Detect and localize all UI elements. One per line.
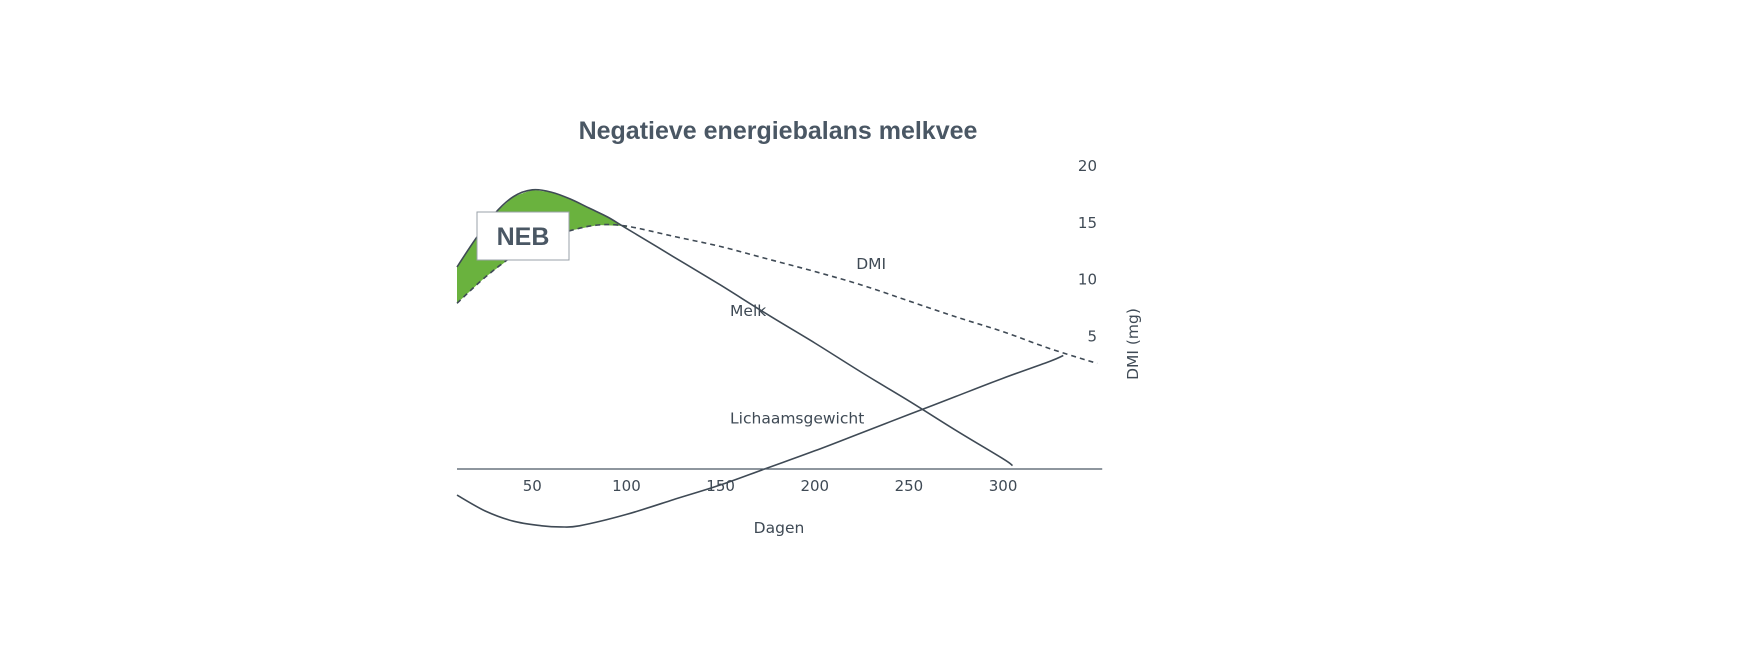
- y-tick-label: 10: [1078, 271, 1097, 289]
- series-label: Melk: [730, 302, 766, 320]
- series-label: DMI: [856, 255, 886, 273]
- x-tick-label: 50: [523, 477, 542, 495]
- neb-label-box: NEB: [476, 211, 570, 261]
- series-line-dmi: [456, 223, 1098, 365]
- chart-title: Negatieve energiebalans melkvee: [579, 117, 978, 145]
- series-line-melk: [456, 188, 1013, 467]
- x-axis-label: Dagen: [754, 519, 805, 537]
- x-tick-label: 100: [612, 477, 641, 495]
- x-tick-label: 250: [895, 477, 924, 495]
- x-tick-label: 200: [800, 477, 829, 495]
- series-label: Lichaamsgewicht: [730, 410, 864, 428]
- y-tick-labels: 5 10 15 20: [1078, 157, 1097, 345]
- x-tick-labels: 50 100 150 200 250 300: [523, 477, 1018, 495]
- neb-label: NEB: [497, 223, 550, 251]
- series-labels: DMI Melk Lichaamsgewicht: [730, 255, 886, 427]
- series-lines: [456, 188, 1098, 528]
- series-line-lichaamsgewicht: [456, 354, 1064, 528]
- y-axis-label: DMI (mg): [1124, 308, 1142, 380]
- y-tick-label: 5: [1087, 327, 1097, 345]
- y-tick-label: 20: [1078, 157, 1097, 175]
- x-tick-label: 150: [706, 477, 735, 495]
- neb-box: [476, 211, 570, 261]
- y-tick-label: 15: [1078, 214, 1097, 232]
- x-tick-label: 300: [989, 477, 1018, 495]
